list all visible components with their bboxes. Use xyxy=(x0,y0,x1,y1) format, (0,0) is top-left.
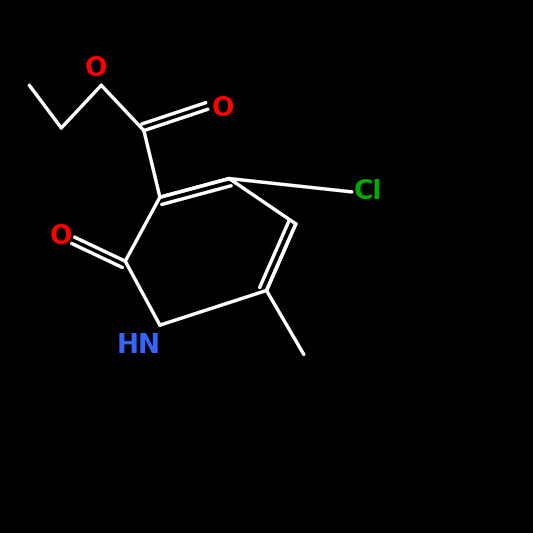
Text: O: O xyxy=(212,96,234,122)
Text: Cl: Cl xyxy=(353,179,382,205)
Text: O: O xyxy=(50,224,72,250)
Text: O: O xyxy=(85,56,107,82)
Text: HN: HN xyxy=(117,334,160,359)
